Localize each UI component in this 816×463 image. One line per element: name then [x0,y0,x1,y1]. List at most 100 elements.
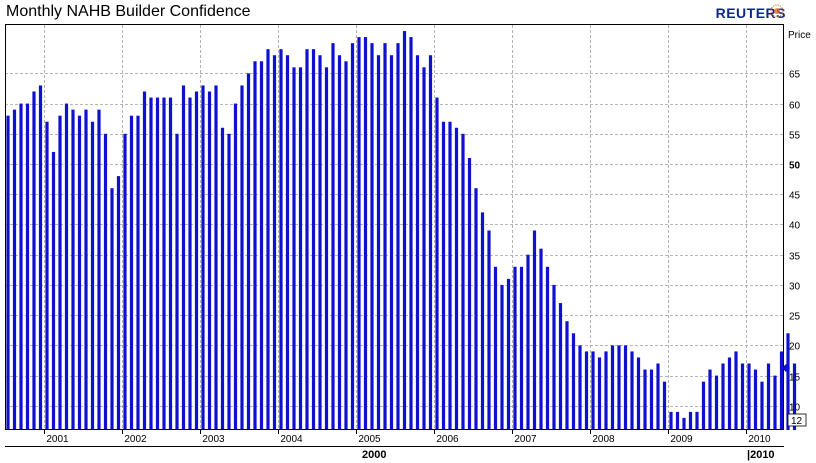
x-tick-label: 2004 [280,434,303,445]
bar [604,351,608,430]
bar [64,103,69,430]
bar [519,266,524,430]
bar [279,49,283,431]
bar [649,369,654,430]
bar-series [6,31,797,431]
era-label-2010: |2010 [747,449,775,461]
bar [662,381,667,430]
bar [155,97,160,430]
y-tick-label: 45 [789,191,801,202]
bar [266,49,270,431]
x-tick-label: 2006 [436,434,459,445]
bar [461,133,465,430]
bar [578,345,582,430]
bar [701,381,706,430]
x-tick-label: 2003 [202,434,225,445]
bar [480,212,485,430]
bar [591,351,595,430]
bar [298,67,303,430]
bar [636,357,641,430]
bar [396,43,400,430]
bar [474,188,478,430]
bar [721,363,725,430]
bar [747,363,751,430]
bar [760,381,764,430]
bar [51,151,56,430]
last-value-label: 12 [791,416,803,427]
bar [435,97,439,430]
bar [766,363,771,430]
y-tick-label: 60 [789,101,801,112]
bar [6,115,10,431]
bar [487,230,491,430]
bar [45,121,49,430]
x-tick-label: 2002 [124,434,147,445]
bar [753,369,758,430]
y-tick-label: 10 [789,403,801,414]
bar [58,115,62,431]
bar [149,97,153,430]
bar [389,55,394,430]
bar [240,85,244,430]
bar [25,103,30,430]
bar [597,357,602,430]
y-tick-label: 35 [789,252,801,263]
bar [194,91,199,431]
x-tick-label: 2001 [46,434,69,445]
y-tick-label: 40 [789,221,801,232]
bar [675,411,680,430]
bar [571,333,576,430]
bar [253,61,257,431]
bar [227,133,231,430]
last-value-box [787,413,807,427]
bar [500,284,504,430]
bar [324,67,329,430]
bar [688,411,693,430]
bar [175,133,179,430]
bar [786,333,790,430]
bar [103,133,108,430]
bar [162,97,166,430]
bar [168,97,173,430]
grid-lines [5,25,784,430]
bar [363,37,368,431]
x-axis: 2001 2002 2003 2004 2005 2006 2007 2008 2009 2010 [44,430,771,445]
bar [773,375,777,430]
y-axis: 10 15 20 25 30 35 40 45 50 55 60 65 [789,70,801,414]
bar [539,248,543,430]
bar [779,351,784,430]
era-label-2000: 2000 [362,449,386,461]
y-tick-label: 30 [789,282,801,293]
y-tick-label: 20 [789,342,801,353]
bar [727,357,732,430]
bar [441,121,446,430]
bar [493,266,498,430]
x-tick-label: 2010 [748,434,771,445]
bar [116,176,121,430]
x-tick-label: 2005 [358,434,381,445]
bar [90,121,95,430]
bar [415,55,420,430]
bar [337,55,342,430]
bar [71,109,75,430]
bar [110,188,114,430]
bar [12,109,17,430]
bar [610,345,615,430]
bar [207,91,212,431]
bar [545,266,550,430]
bar [383,43,387,430]
bar [714,375,719,430]
x-tick-label: 2009 [670,434,693,445]
bar [370,43,374,430]
bar [181,85,186,430]
bar [734,351,738,430]
bar [402,31,407,430]
x-tick-label: 2007 [514,434,537,445]
bar [682,417,686,430]
bar [77,115,82,431]
bar [246,73,251,431]
bar [467,157,472,431]
bar [84,109,88,430]
y-tick-label: 25 [789,312,801,323]
